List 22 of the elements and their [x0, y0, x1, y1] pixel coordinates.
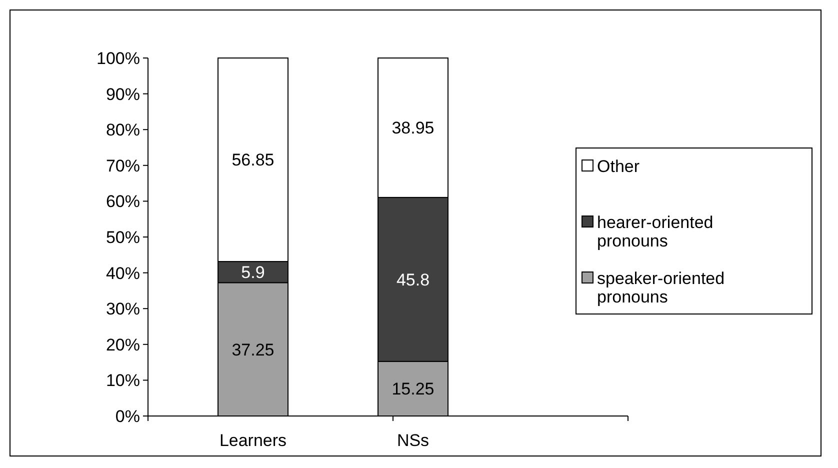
data-label: 56.85 [232, 150, 274, 170]
y-tick-label: 40% [106, 264, 140, 283]
y-tick-label: 50% [106, 228, 140, 247]
y-tick-label: 20% [106, 335, 140, 354]
y-tick-label: 70% [106, 156, 140, 176]
y-tick-label: 90% [106, 84, 140, 104]
data-label: 45.8 [396, 270, 430, 290]
x-tick-label: NSs [396, 431, 430, 450]
legend-label: hearer-oriented pronouns [597, 212, 714, 251]
legend-label: speaker-oriented pronouns [597, 268, 725, 307]
legend-label: Other [597, 156, 640, 176]
y-tick-label: 0% [115, 406, 140, 426]
data-label: 37.25 [232, 340, 274, 360]
y-tick-label: 60% [106, 192, 140, 212]
data-label: 15.25 [392, 380, 434, 399]
data-label: 5.9 [241, 263, 265, 282]
y-tick-label: 30% [106, 300, 140, 319]
y-tick-label: 10% [106, 371, 140, 390]
x-tick-label: Learners [219, 431, 287, 450]
data-label: 38.95 [392, 118, 434, 138]
y-tick-label: 100% [96, 48, 140, 68]
y-tick-label: 80% [106, 120, 140, 140]
